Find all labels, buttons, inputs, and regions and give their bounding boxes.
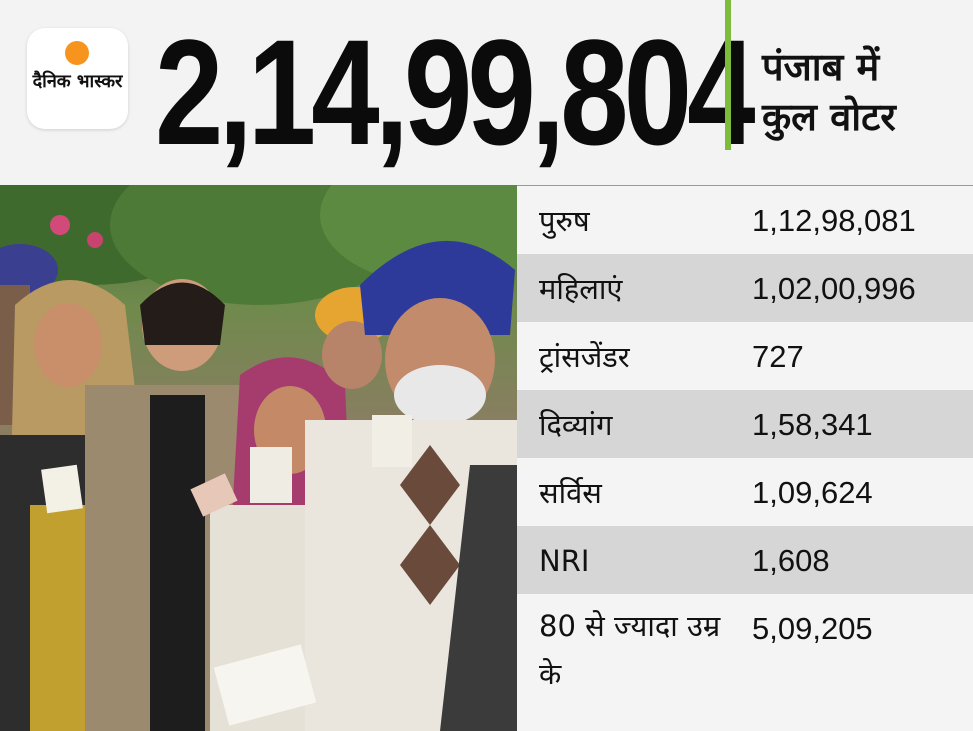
row-value: 1,02,00,996 [752, 271, 916, 306]
row-label: महिलाएं [539, 272, 623, 306]
table-row: 80 से ज्यादा उम्र के 5,09,205 [517, 594, 973, 731]
row-label: 80 से ज्यादा उम्र के [539, 609, 721, 691]
row-label: सर्विस [539, 476, 602, 510]
voters-photo [0, 185, 517, 731]
total-voters-number: 2,14,99,804 [155, 8, 756, 176]
subtitle-line-1: पंजाब में [762, 45, 880, 89]
row-label: दिव्यांग [539, 408, 613, 442]
accent-divider [725, 0, 731, 150]
row-value: 1,608 [752, 543, 830, 578]
table-row: NRI 1,608 [517, 526, 973, 594]
table-row: पुरुष 1,12,98,081 [517, 186, 973, 254]
table-row: सर्विस 1,09,624 [517, 458, 973, 526]
row-label: NRI [539, 544, 590, 578]
row-label: ट्रांसजेंडर [539, 340, 630, 374]
row-value: 1,12,98,081 [752, 203, 916, 238]
header: दैनिक भास्कर 2,14,99,804 पंजाब में कुल व… [0, 0, 973, 185]
voters-photo-illustration [0, 185, 517, 731]
table-row: दिव्यांग 1,58,341 [517, 390, 973, 458]
subtitle-line-2: कुल वोटर [762, 95, 896, 139]
row-value: 727 [752, 339, 804, 374]
table-row: ट्रांसजेंडर 727 [517, 322, 973, 390]
row-value: 1,58,341 [752, 407, 873, 442]
sun-icon [65, 41, 89, 65]
table-row: महिलाएं 1,02,00,996 [517, 254, 973, 322]
voter-breakdown-table: पुरुष 1,12,98,081 महिलाएं 1,02,00,996 ट्… [517, 185, 973, 731]
subtitle: पंजाब में कुल वोटर [762, 42, 962, 142]
row-value: 5,09,205 [752, 611, 873, 646]
dainik-bhaskar-logo: दैनिक भास्कर [27, 28, 128, 129]
row-label: पुरुष [539, 204, 590, 238]
logo-text: दैनिक भास्कर [32, 71, 123, 92]
row-value: 1,09,624 [752, 475, 873, 510]
